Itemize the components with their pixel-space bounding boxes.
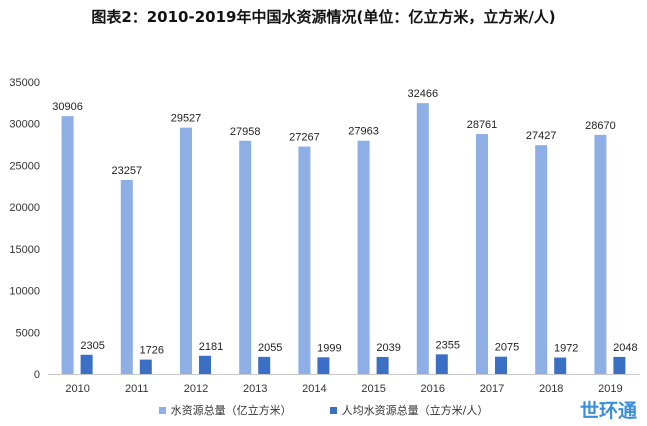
bar-total — [298, 146, 311, 374]
bar-total — [416, 103, 429, 374]
bar-total — [120, 179, 133, 374]
bar-total — [535, 145, 548, 374]
y-tick-label: 25000 — [9, 160, 40, 172]
legend-label-per-capita: 人均水资源总量（立方米/人） — [341, 404, 489, 417]
x-tick-label: 2014 — [302, 383, 326, 395]
data-label: 1972 — [554, 343, 578, 355]
bar-per-capita — [613, 356, 626, 374]
bar-total — [180, 127, 192, 374]
bar-total — [594, 134, 607, 374]
bar-per-capita — [80, 354, 93, 374]
bar-per-capita — [139, 359, 152, 374]
data-label: 28761 — [467, 119, 498, 131]
y-tick-label: 15000 — [9, 244, 40, 256]
y-tick-label: 30000 — [9, 119, 40, 131]
data-label: 27958 — [230, 126, 261, 138]
x-tick-label: 2011 — [125, 383, 149, 395]
data-label: 1726 — [140, 345, 164, 357]
data-label: 27267 — [289, 132, 320, 144]
bar-per-capita — [376, 356, 389, 374]
y-tick-label: 5000 — [16, 327, 40, 339]
data-label: 2305 — [80, 340, 104, 352]
legend-swatch-total — [158, 406, 166, 414]
x-axis: 2010 2011 2012 2013 2014 2015 2016 2017 2018 2019 — [48, 374, 640, 395]
bar-per-capita — [258, 356, 271, 374]
x-tick-label: 2013 — [243, 383, 267, 395]
data-label: 30906 — [52, 101, 83, 113]
data-label: 23257 — [112, 165, 143, 177]
data-label: 2055 — [258, 342, 282, 354]
legend-label-total: 水资源总量（亿立方米） — [170, 404, 292, 417]
data-labels: 30906 2305 23257 1726 29527 2181 27958 2055 2726… — [52, 88, 637, 356]
chart-title: 图表2：2010-2019年中国水资源情况(单位：亿立方米，立方米/人) — [91, 8, 556, 26]
legend-item-per-capita: 人均水资源总量（立方米/人） — [329, 402, 489, 418]
bar-total — [357, 140, 370, 374]
legend-swatch-per-capita — [329, 406, 337, 414]
legend: 水资源总量（亿立方米） 人均水资源总量（立方米/人） — [0, 402, 647, 418]
y-tick-label: 10000 — [9, 286, 40, 298]
bar-total — [61, 116, 74, 375]
data-label: 2181 — [199, 341, 223, 353]
bar-per-capita — [199, 355, 211, 374]
brand-watermark: 世环通 — [579, 400, 637, 422]
y-axis: 0 5000 10000 15000 20000 25000 30000 35000 — [9, 77, 40, 381]
bar-total — [239, 140, 252, 374]
x-tick-label: 2012 — [184, 383, 208, 395]
y-tick-label: 20000 — [9, 202, 40, 214]
data-label: 2048 — [613, 342, 637, 354]
data-label: 2075 — [495, 342, 519, 354]
data-label: 27427 — [526, 130, 557, 142]
y-tick-label: 35000 — [9, 77, 40, 89]
legend-item-total: 水资源总量（亿立方米） — [158, 402, 292, 418]
data-label: 2355 — [436, 339, 460, 351]
bars — [61, 103, 626, 375]
data-label: 32466 — [408, 88, 439, 100]
x-tick-label: 2019 — [598, 383, 622, 395]
bar-total — [476, 134, 488, 374]
x-tick-label: 2015 — [361, 383, 385, 395]
bar-per-capita — [317, 357, 330, 374]
bar-per-capita — [554, 357, 567, 374]
data-label: 1999 — [317, 342, 341, 354]
x-tick-label: 2018 — [539, 383, 563, 395]
x-tick-label: 2010 — [65, 383, 89, 395]
x-tick-label: 2017 — [480, 383, 504, 395]
x-tick-label: 2016 — [421, 383, 445, 395]
bar-per-capita — [495, 356, 507, 374]
data-label: 28670 — [585, 120, 616, 132]
data-label: 27963 — [348, 126, 379, 138]
data-label: 2039 — [376, 342, 400, 354]
bar-per-capita — [435, 354, 448, 374]
y-tick-label: 0 — [34, 369, 40, 381]
data-label: 29527 — [171, 113, 202, 125]
